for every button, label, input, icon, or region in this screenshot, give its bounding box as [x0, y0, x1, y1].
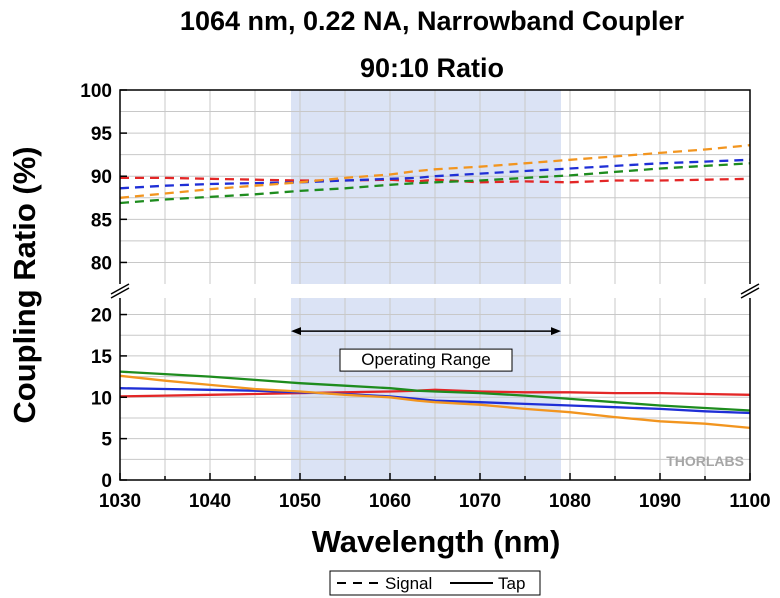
chart-title: 1064 nm, 0.22 NA, Narrowband Coupler — [180, 6, 685, 36]
signal-series-line-2 — [119, 162, 751, 205]
thorlabs-watermark: THORLABS — [666, 453, 744, 469]
tap-series-line-7 — [119, 374, 751, 430]
y-tick-label-upper: 85 — [91, 210, 113, 231]
y-axis-label: Coupling Ratio (%) — [7, 146, 42, 423]
tap-series-line-5 — [119, 387, 751, 415]
legend: Signal Tap — [329, 570, 541, 596]
axis-break-marks — [110, 283, 760, 299]
y-tick-label-lower: 15 — [91, 347, 113, 368]
y-tick-label-lower: 5 — [101, 430, 112, 451]
operating-range-annotation: Operating Range — [291, 327, 561, 372]
y-tick-label-lower: 10 — [91, 388, 112, 409]
x-tick-label: 1080 — [549, 491, 591, 512]
series-lines — [119, 144, 751, 430]
legend-tap-label: Tap — [498, 574, 525, 593]
operating-range-label: Operating Range — [361, 350, 490, 369]
legend-signal-label: Signal — [385, 574, 432, 593]
y-tick-label-upper: 80 — [91, 253, 112, 274]
y-tick-label-upper: 100 — [80, 81, 112, 102]
signal-series-line-3 — [119, 144, 751, 199]
axis-ticks: 1030 1040 1050 1060 1070 1080 1090 110080859095… — [80, 81, 770, 512]
x-tick-label: 1050 — [279, 491, 321, 512]
signal-series-line-1 — [119, 158, 751, 190]
x-tick-label: 1030 — [99, 491, 141, 512]
y-tick-label-upper: 90 — [91, 167, 112, 188]
tap-series-line-6 — [119, 370, 751, 412]
arrow-left-icon — [291, 327, 301, 336]
x-tick-label: 1100 — [729, 491, 770, 512]
x-tick-label: 1060 — [369, 491, 411, 512]
y-tick-label-lower: 0 — [101, 471, 112, 492]
arrow-right-icon — [551, 327, 561, 336]
y-tick-label-lower: 20 — [91, 306, 112, 327]
chart-subtitle: 90:10 Ratio — [360, 53, 504, 83]
y-tick-label-upper: 95 — [91, 124, 113, 145]
x-tick-label: 1090 — [639, 491, 681, 512]
x-tick-label: 1070 — [459, 491, 501, 512]
operating-range-shade-lower — [291, 298, 561, 480]
x-tick-label: 1040 — [189, 491, 231, 512]
signal-series-line-0 — [120, 176, 751, 184]
operating-range-shade-upper — [291, 90, 561, 284]
x-axis-label: Wavelength (nm) — [312, 524, 561, 559]
